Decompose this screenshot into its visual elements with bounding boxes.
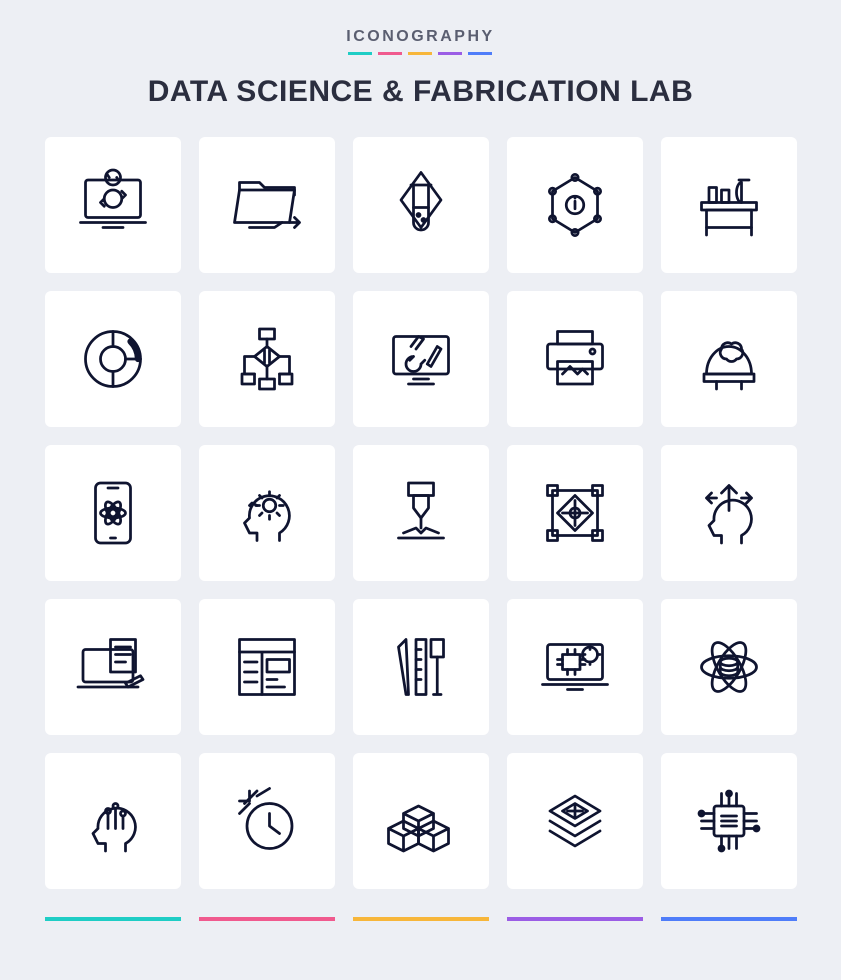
- head-circuit-icon: [73, 781, 153, 861]
- test-tube-icon: [381, 165, 461, 245]
- tile: [507, 291, 643, 427]
- lab-bench-icon: [689, 165, 769, 245]
- ruler-tools-icon: [381, 627, 461, 707]
- tile: [353, 137, 489, 273]
- footer-bar-segment: [507, 917, 643, 921]
- tile: [199, 137, 335, 273]
- tile: [199, 291, 335, 427]
- tile: [45, 753, 181, 889]
- icon-grid: [45, 137, 797, 889]
- laptop-sync-icon: [73, 165, 153, 245]
- laser-cutter-icon: [381, 473, 461, 553]
- head-arrows-icon: [689, 473, 769, 553]
- tile: [353, 291, 489, 427]
- tile: [661, 137, 797, 273]
- underline-segment: [378, 52, 402, 55]
- tile: [353, 445, 489, 581]
- underline-segment: [408, 52, 432, 55]
- monitor-design-icon: [381, 319, 461, 399]
- tile: [661, 753, 797, 889]
- tile: [353, 599, 489, 735]
- layout-board-icon: [227, 627, 307, 707]
- phone-atom-icon: [73, 473, 153, 553]
- brain-dome-icon: [689, 319, 769, 399]
- head-gear-icon: [227, 473, 307, 553]
- tile: [45, 599, 181, 735]
- brand-underline: [148, 52, 694, 55]
- laptop-chip-icon: [535, 627, 615, 707]
- footer-bar-segment: [45, 917, 181, 921]
- tile: [507, 599, 643, 735]
- footer-bar-segment: [353, 917, 489, 921]
- clock-arrows-icon: [227, 781, 307, 861]
- tile: [661, 291, 797, 427]
- tile: [199, 445, 335, 581]
- pack-title: DATA SCIENCE & FABRICATION LAB: [148, 75, 694, 109]
- atom-data-icon: [689, 627, 769, 707]
- brand-label: ICONOGRAPHY: [148, 28, 694, 46]
- tile: [507, 753, 643, 889]
- folder-arrow-icon: [227, 165, 307, 245]
- footer-color-bars: [45, 917, 797, 921]
- cubes-icon: [381, 781, 461, 861]
- tile: [199, 599, 335, 735]
- algorithm-flow-icon: [227, 319, 307, 399]
- footer-bar-segment: [661, 917, 797, 921]
- bounding-box-icon: [535, 473, 615, 553]
- tile: [661, 445, 797, 581]
- underline-segment: [348, 52, 372, 55]
- donut-chart-icon: [73, 319, 153, 399]
- underline-segment: [438, 52, 462, 55]
- printer-icon: [535, 319, 615, 399]
- hexagon-info-icon: [535, 165, 615, 245]
- tile: [199, 753, 335, 889]
- tile: [45, 137, 181, 273]
- tile: [507, 137, 643, 273]
- tile: [353, 753, 489, 889]
- footer-bar-segment: [199, 917, 335, 921]
- tile: [661, 599, 797, 735]
- underline-segment: [468, 52, 492, 55]
- chip-data-icon: [689, 781, 769, 861]
- laptop-document-icon: [73, 627, 153, 707]
- tile: [45, 291, 181, 427]
- tile: [45, 445, 181, 581]
- layers-diamond-icon: [535, 781, 615, 861]
- tile: [507, 445, 643, 581]
